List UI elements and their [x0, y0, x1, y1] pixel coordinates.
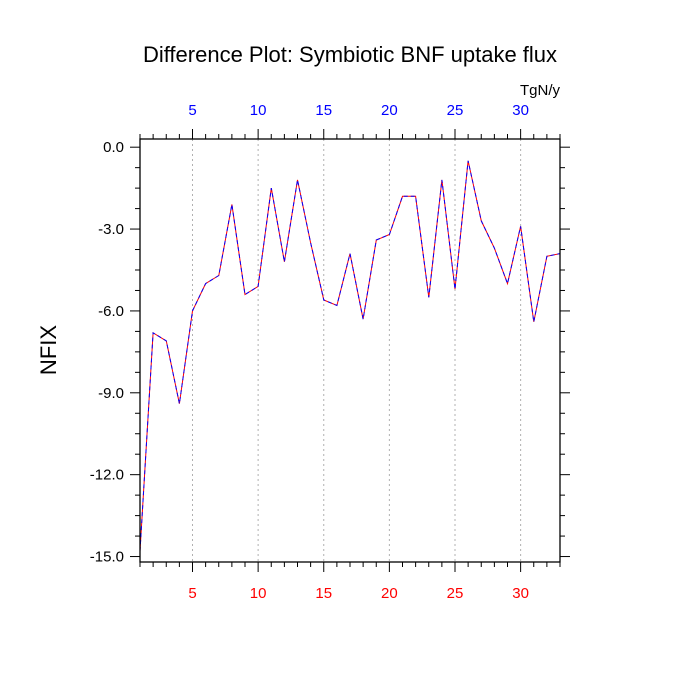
plot-frame — [139, 138, 561, 563]
x-tick-label-bottom: 25 — [447, 585, 464, 602]
x-tick-label-bottom: 20 — [381, 585, 398, 602]
x-tick-label-bottom: 30 — [512, 585, 529, 602]
x-tick-label-top: 15 — [315, 102, 332, 119]
axes — [130, 129, 570, 572]
x-tick-label-top: 20 — [381, 102, 398, 119]
y-axis-label: NFIX — [36, 325, 61, 375]
y-tick-label: -3.0 — [98, 221, 124, 238]
y-tick-label: -6.0 — [98, 303, 124, 320]
x-tick-labels: 5 5 10 10 15 15 20 20 25 25 30 30 — [188, 102, 529, 602]
x-tick-label-top: 10 — [250, 102, 267, 119]
grid — [192, 139, 522, 562]
chart-title: Difference Plot: Symbiotic BNF uptake fl… — [143, 42, 557, 67]
y-tick-label: -9.0 — [98, 385, 124, 402]
series-layer — [139, 160, 561, 552]
y-tick-label: -15.0 — [90, 549, 124, 566]
x-tick-label-top: 5 — [188, 102, 196, 119]
x-tick-label-bottom: 10 — [250, 585, 267, 602]
x-tick-label-bottom: 5 — [188, 585, 196, 602]
units-label: TgN/y — [520, 82, 561, 99]
series-line-1 — [139, 160, 561, 552]
y-tick-label: 0.0 — [103, 139, 124, 156]
x-tick-label-top: 30 — [512, 102, 529, 119]
x-tick-label-bottom: 15 — [315, 585, 332, 602]
y-tick-labels: 0.0 -3.0 -6.0 -9.0 -12.0 -15.0 — [90, 139, 124, 565]
y-tick-label: -12.0 — [90, 467, 124, 484]
series-line-2 — [139, 160, 561, 552]
x-tick-label-top: 25 — [447, 102, 464, 119]
